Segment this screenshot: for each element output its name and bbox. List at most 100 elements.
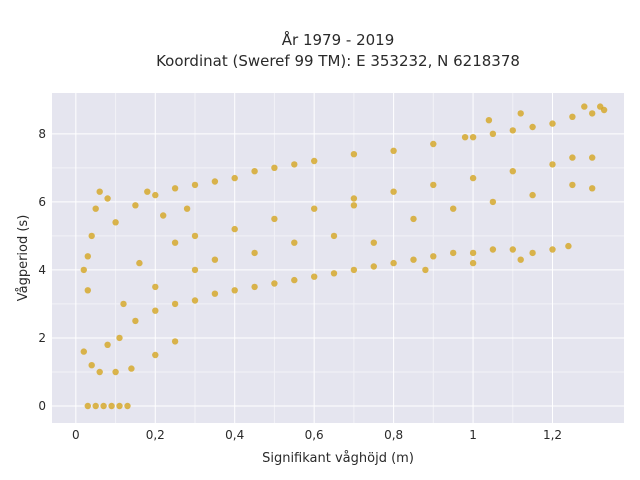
data-point	[96, 368, 103, 376]
data-point	[211, 178, 219, 185]
grid-lines	[52, 93, 624, 423]
data-point	[171, 300, 179, 308]
x-tick-label: 0,2	[146, 428, 165, 442]
data-point	[271, 164, 278, 171]
data-point	[485, 117, 493, 124]
data-point	[120, 300, 127, 308]
data-point	[450, 205, 457, 212]
data-point	[211, 290, 219, 297]
data-point	[390, 147, 397, 154]
data-point	[569, 113, 576, 121]
data-point	[136, 259, 143, 267]
data-point	[144, 188, 151, 195]
data-point	[410, 215, 417, 223]
data-point	[370, 239, 377, 246]
data-point	[370, 263, 377, 270]
data-point	[291, 239, 298, 246]
data-point	[108, 402, 115, 410]
data-point	[330, 270, 338, 277]
data-point	[84, 402, 92, 410]
data-point	[589, 185, 596, 192]
chart-title: År 1979 - 2019	[282, 30, 395, 49]
data-point	[509, 246, 516, 253]
data-point	[191, 232, 199, 240]
x-tick-label: 0,6	[305, 428, 324, 442]
data-point	[152, 283, 159, 291]
data-point	[251, 283, 258, 291]
data-point	[116, 402, 123, 410]
data-points	[80, 103, 608, 410]
data-point	[529, 123, 536, 131]
data-point	[390, 259, 397, 267]
data-point	[509, 168, 516, 175]
data-point	[152, 191, 159, 199]
data-point	[96, 188, 103, 195]
x-tick-label: 0,8	[384, 428, 403, 442]
data-point	[430, 140, 437, 148]
data-point	[191, 297, 199, 304]
data-point	[589, 154, 596, 161]
data-point	[88, 232, 95, 240]
data-point	[489, 130, 497, 137]
data-point	[461, 134, 469, 141]
data-point	[191, 181, 199, 189]
data-point	[80, 348, 88, 355]
data-point	[529, 249, 536, 257]
y-tick-label: 0	[38, 399, 46, 413]
data-point	[549, 120, 556, 127]
data-point	[112, 219, 119, 226]
data-point	[251, 249, 258, 257]
data-point	[271, 280, 278, 287]
data-point	[600, 106, 608, 114]
data-point	[132, 202, 139, 209]
data-point	[152, 351, 159, 359]
data-point	[128, 365, 135, 372]
data-point	[469, 249, 477, 257]
data-point	[100, 402, 107, 410]
data-point	[88, 362, 95, 369]
x-tick-label: 1	[469, 428, 477, 442]
plot-background	[52, 93, 624, 423]
data-point	[92, 402, 99, 410]
data-point	[104, 195, 111, 202]
y-tick-label: 8	[38, 127, 46, 141]
data-point	[581, 103, 588, 110]
data-point	[124, 402, 131, 410]
data-point	[430, 253, 437, 260]
data-point	[469, 174, 477, 182]
data-point	[171, 239, 179, 246]
data-point	[183, 205, 191, 212]
data-point	[569, 181, 576, 189]
data-point	[450, 249, 457, 257]
data-point	[330, 232, 338, 240]
chart-subtitle: Koordinat (Sweref 99 TM): E 353232, N 62…	[156, 52, 520, 70]
data-point	[549, 161, 556, 168]
data-point	[489, 198, 497, 206]
data-point	[489, 246, 497, 253]
x-tick-label: 0	[72, 428, 80, 442]
data-point	[350, 202, 358, 209]
y-tick-labels: 0 2 4 6 8	[38, 127, 46, 413]
y-tick-label: 2	[38, 331, 46, 345]
data-point	[231, 225, 238, 233]
data-point	[191, 266, 199, 274]
data-point	[291, 161, 298, 168]
data-point	[311, 273, 318, 280]
data-point	[160, 212, 167, 219]
data-point	[469, 259, 477, 267]
data-point	[589, 110, 596, 117]
y-tick-label: 6	[38, 195, 46, 209]
data-point	[211, 256, 219, 263]
data-point	[549, 246, 556, 253]
data-point	[84, 253, 92, 260]
data-point	[171, 185, 179, 192]
x-tick-label: 1,2	[543, 428, 562, 442]
data-point	[569, 154, 576, 161]
data-point	[92, 205, 99, 212]
x-tick-labels: 0 0,2 0,4 0,6 0,8 1 1,2	[72, 428, 562, 442]
data-point	[104, 341, 111, 348]
data-point	[422, 266, 429, 274]
data-point	[517, 256, 524, 263]
x-tick-label: 0,4	[225, 428, 244, 442]
